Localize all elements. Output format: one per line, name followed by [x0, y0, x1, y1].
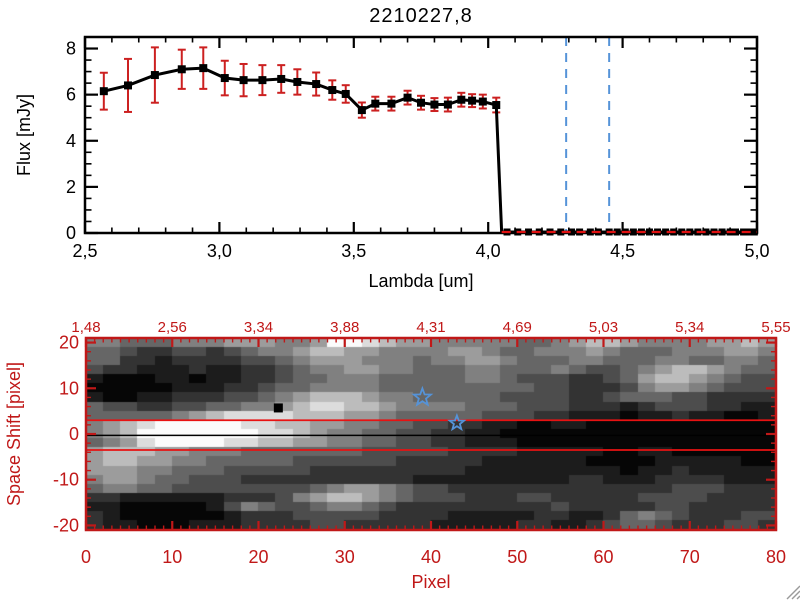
- svg-text:10: 10: [162, 547, 182, 567]
- spectrum-axis-labels: 2,5 3,0 3,5 4,0 4,5 5,0 0 2 4 6 8 Lambda [um] Flux […: [14, 39, 770, 291]
- plot-title: 2210227,8: [369, 5, 473, 27]
- svg-text:0: 0: [81, 547, 91, 567]
- flux-markers: [99, 64, 758, 236]
- spectral-image: [86, 338, 776, 530]
- svg-text:50: 50: [507, 547, 527, 567]
- svg-text:40: 40: [421, 547, 441, 567]
- svg-text:6: 6: [66, 85, 76, 105]
- error-bars: [99, 46, 501, 119]
- svg-text:1,48: 1,48: [71, 319, 100, 336]
- svg-text:Pixel: Pixel: [411, 572, 450, 592]
- svg-text:-10: -10: [53, 470, 79, 490]
- svg-text:5,03: 5,03: [589, 319, 618, 336]
- svg-text:20: 20: [248, 547, 268, 567]
- svg-text:5,34: 5,34: [675, 319, 704, 336]
- svg-text:8: 8: [66, 39, 76, 59]
- svg-text:10: 10: [59, 378, 79, 398]
- svg-text:2: 2: [66, 177, 76, 197]
- svg-text:2,56: 2,56: [158, 319, 187, 336]
- svg-text:2,5: 2,5: [72, 241, 97, 261]
- svg-text:3,88: 3,88: [330, 319, 359, 336]
- svg-text:4: 4: [66, 131, 76, 151]
- svg-text:4,69: 4,69: [503, 319, 532, 336]
- svg-text:3,5: 3,5: [341, 241, 366, 261]
- svg-text:20: 20: [59, 333, 79, 353]
- svg-text:4,31: 4,31: [416, 319, 445, 336]
- svg-text:80: 80: [766, 547, 786, 567]
- svg-text:5,55: 5,55: [761, 319, 790, 336]
- svg-text:3,0: 3,0: [207, 241, 232, 261]
- svg-text:Flux [mJy]: Flux [mJy]: [14, 94, 34, 176]
- flux-line: [103, 66, 757, 234]
- svg-text:4,5: 4,5: [610, 241, 635, 261]
- wavelength-vlines: [565, 37, 611, 233]
- svg-text:0: 0: [69, 424, 79, 444]
- svg-text:60: 60: [593, 547, 613, 567]
- svg-text:4,0: 4,0: [476, 241, 501, 261]
- svg-text:3,34: 3,34: [244, 319, 273, 336]
- svg-text:-20: -20: [53, 515, 79, 535]
- svg-text:5,0: 5,0: [744, 241, 769, 261]
- svg-text:Lambda [um]: Lambda [um]: [368, 271, 473, 291]
- svg-text:Space Shift [pixel]: Space Shift [pixel]: [4, 362, 24, 506]
- resize-grip-icon[interactable]: [785, 585, 800, 600]
- spectrum-frame: [83, 35, 759, 235]
- svg-text:70: 70: [680, 547, 700, 567]
- svg-text:30: 30: [335, 547, 355, 567]
- svg-text:0: 0: [66, 223, 76, 243]
